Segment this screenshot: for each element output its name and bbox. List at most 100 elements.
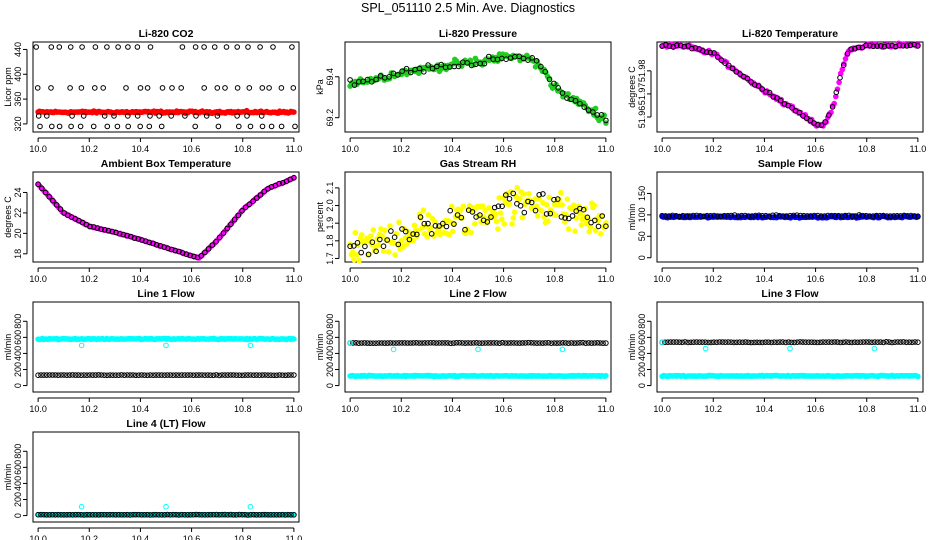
data-point xyxy=(491,340,497,346)
y-tick-label: 20 xyxy=(13,228,23,238)
plot-frame xyxy=(32,301,300,393)
data-point xyxy=(881,43,888,50)
data-point xyxy=(35,181,41,187)
data-point xyxy=(61,512,67,518)
data-point xyxy=(381,227,388,234)
data-point xyxy=(534,213,541,219)
x-tick-label: 10.8 xyxy=(546,274,564,284)
data-point xyxy=(818,213,824,219)
data-point xyxy=(202,512,208,518)
data-point xyxy=(826,112,832,118)
data-point xyxy=(697,213,703,219)
y-tick-label: 800 xyxy=(13,444,23,459)
data-point xyxy=(889,339,895,346)
y-tick-label: 0 xyxy=(13,513,23,518)
data-point xyxy=(364,340,371,346)
data-point xyxy=(158,372,165,378)
x-axis: 10.0 10.2 10.4 10.6 10.8 11.0 xyxy=(653,267,926,284)
data-point xyxy=(510,215,517,221)
data-point xyxy=(121,512,128,518)
panel-sample-flow: Sample Flow 10.0 10.2 10.4 10.6 10.8 11.0 0 50 10… xyxy=(627,158,926,284)
data-point xyxy=(429,65,436,72)
x-tick-label: 11.0 xyxy=(285,404,302,414)
data-point xyxy=(370,227,377,233)
data-point xyxy=(828,339,835,346)
data-point xyxy=(413,340,420,346)
data-point xyxy=(173,372,179,378)
data-point xyxy=(725,212,731,219)
data-point xyxy=(176,372,182,379)
data-point xyxy=(376,340,382,346)
data-point xyxy=(147,512,153,518)
panel-title: Li-820 Temperature xyxy=(742,28,838,40)
data-point xyxy=(805,339,812,346)
data-point xyxy=(492,211,499,218)
data-point xyxy=(471,221,478,227)
data-point xyxy=(211,44,218,50)
plot-frame xyxy=(32,171,300,263)
data-point xyxy=(748,79,754,85)
data-point xyxy=(432,223,439,229)
x-tick-label: 10.8 xyxy=(546,404,564,414)
data-point xyxy=(165,245,171,252)
data-point xyxy=(120,231,127,238)
data-point xyxy=(566,215,572,222)
data-point xyxy=(703,49,710,55)
x-tick-label: 10.0 xyxy=(29,404,47,414)
data-point xyxy=(351,256,357,263)
data-point xyxy=(407,340,414,346)
data-point xyxy=(774,339,780,346)
data-point xyxy=(822,119,829,125)
data-point xyxy=(711,50,717,56)
data-point xyxy=(222,511,228,518)
data-point xyxy=(72,372,79,378)
data-point xyxy=(883,339,890,345)
data-point xyxy=(375,242,382,248)
data-point xyxy=(35,372,41,379)
data-point xyxy=(98,226,104,232)
data-point xyxy=(179,44,186,50)
data-point xyxy=(81,372,87,378)
data-point xyxy=(416,340,422,346)
data-point xyxy=(33,44,40,50)
data-point xyxy=(808,339,815,346)
data-point xyxy=(546,194,553,201)
x-tick-label: 10.6 xyxy=(495,144,513,154)
data-point xyxy=(386,74,392,80)
data-point xyxy=(685,339,691,346)
data-point xyxy=(425,212,432,218)
data-point xyxy=(884,213,890,219)
data-point xyxy=(536,195,542,202)
series-line-2 xyxy=(659,41,921,128)
panel-title: Sample Flow xyxy=(758,158,823,170)
data-point xyxy=(438,61,445,68)
panel-title: Line 3 Flow xyxy=(761,288,819,300)
data-point xyxy=(693,339,700,345)
x-tick-label: 10.8 xyxy=(858,144,876,154)
data-point xyxy=(866,339,872,345)
data-point xyxy=(291,336,297,342)
series-line-2 xyxy=(347,190,609,258)
y-axis-label: kPa xyxy=(315,79,325,95)
data-point xyxy=(759,86,766,92)
data-point xyxy=(64,372,70,379)
data-point xyxy=(679,339,686,346)
data-point xyxy=(599,213,606,219)
data-point xyxy=(118,372,125,378)
data-point xyxy=(565,340,572,347)
data-point xyxy=(393,340,399,346)
data-point xyxy=(273,512,280,518)
data-point xyxy=(147,372,153,378)
data-point xyxy=(107,511,113,518)
panel-li820-co2: Li-820 CO2 10.0 10.2 10.4 10.6 10.8 11.0 320 360… xyxy=(3,28,302,154)
data-point xyxy=(66,511,73,518)
data-point xyxy=(451,221,457,227)
x-axis: 10.0 10.2 10.4 10.6 10.8 11.0 xyxy=(653,137,926,154)
data-point xyxy=(464,60,471,66)
data-point xyxy=(546,76,553,83)
data-point xyxy=(581,104,588,110)
data-point xyxy=(586,229,592,235)
data-point xyxy=(484,219,491,225)
x-axis: 10.0 10.2 10.4 10.6 10.8 11.0 xyxy=(653,397,926,414)
